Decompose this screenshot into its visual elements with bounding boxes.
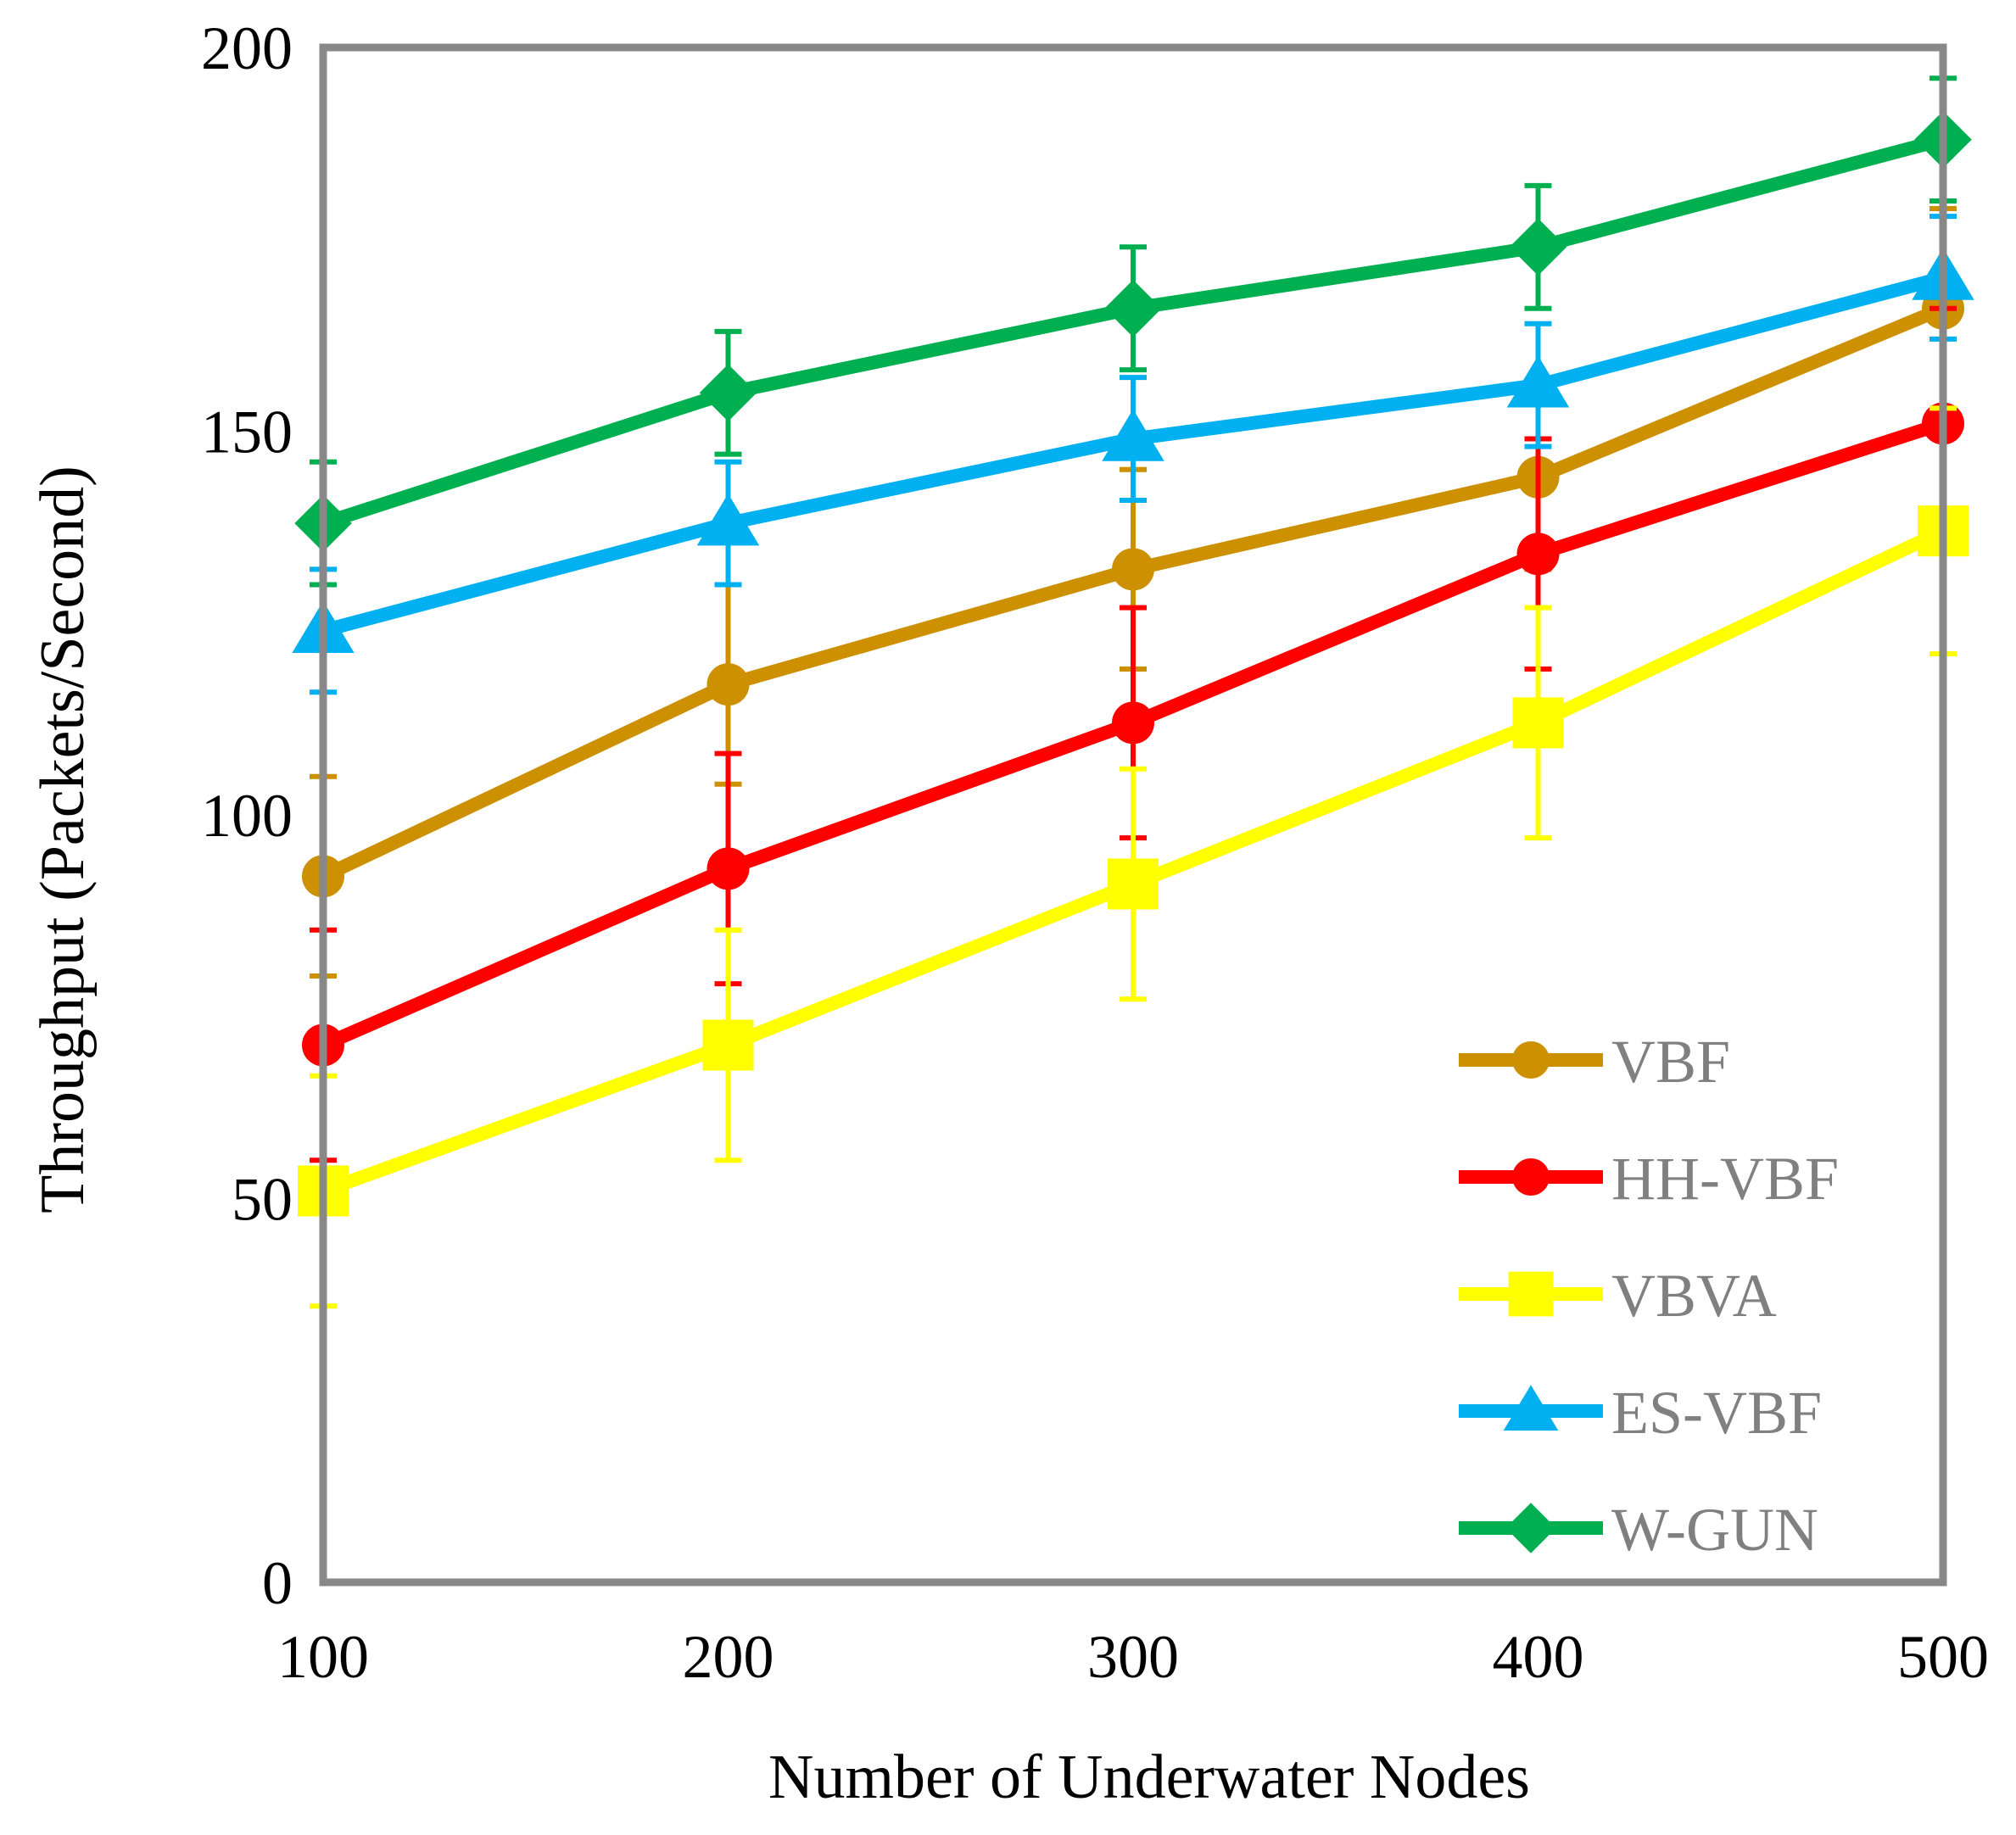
x-tick-label: 400: [1493, 1623, 1584, 1691]
y-tick-label: 200: [201, 14, 293, 82]
legend-marker: [1512, 1041, 1550, 1079]
legend-item-vbf: VBF: [1459, 1028, 1730, 1096]
x-tick-label: 300: [1087, 1623, 1179, 1691]
legend-marker: [1503, 1385, 1559, 1431]
data-point: [702, 1019, 754, 1071]
data-point: [696, 494, 760, 546]
y-axis-ticks: 0 50 100 150 200: [201, 14, 293, 1617]
y-axis-title: Throughput (Packets/Second): [28, 466, 98, 1213]
data-point: [1516, 533, 1560, 576]
y-tick-label: 150: [201, 399, 293, 466]
data-point: [706, 663, 750, 706]
legend-item-es-vbf: ES-VBF: [1459, 1379, 1822, 1447]
legend-item-w-gun: W-GUN: [1459, 1496, 1818, 1564]
data-point: [1104, 279, 1162, 337]
legend-label: W-GUN: [1611, 1496, 1818, 1564]
data-point: [1102, 409, 1164, 461]
legend-label: HH-VBF: [1611, 1145, 1839, 1213]
plot-series: [292, 75, 1974, 1309]
legend: VBF HH-VBF VBVA ES-VBF W-GUN: [1459, 1028, 1839, 1564]
legend-marker: [1508, 1271, 1554, 1317]
data-point: [1108, 858, 1159, 910]
data-point: [706, 847, 750, 890]
data-point: [1112, 548, 1154, 591]
x-tick-label: 200: [683, 1623, 774, 1691]
legend-marker: [1512, 1158, 1550, 1196]
legend-marker: [1505, 1503, 1556, 1553]
y-tick-label: 100: [201, 782, 293, 850]
x-axis-ticks: 100 200 300 400 500: [277, 1623, 1989, 1691]
data-point: [1506, 355, 1570, 408]
legend-label: VBVA: [1611, 1262, 1777, 1330]
plot-area-frame: [319, 43, 1947, 1587]
data-point: [1509, 218, 1567, 276]
x-tick-label: 100: [277, 1623, 369, 1691]
data-point: [1512, 697, 1564, 749]
legend-label: ES-VBF: [1611, 1379, 1822, 1447]
legend-item-vbva: VBVA: [1459, 1262, 1777, 1330]
x-tick-label: 500: [1897, 1623, 1989, 1691]
y-tick-label: 50: [232, 1166, 293, 1234]
data-point: [1112, 701, 1154, 745]
data-point: [699, 364, 757, 421]
x-axis-title: Number of Underwater Nodes: [768, 1743, 1530, 1812]
y-tick-label: 0: [262, 1549, 293, 1617]
legend-item-hh-vbf: HH-VBF: [1459, 1145, 1839, 1213]
legend-label: VBF: [1611, 1028, 1730, 1096]
